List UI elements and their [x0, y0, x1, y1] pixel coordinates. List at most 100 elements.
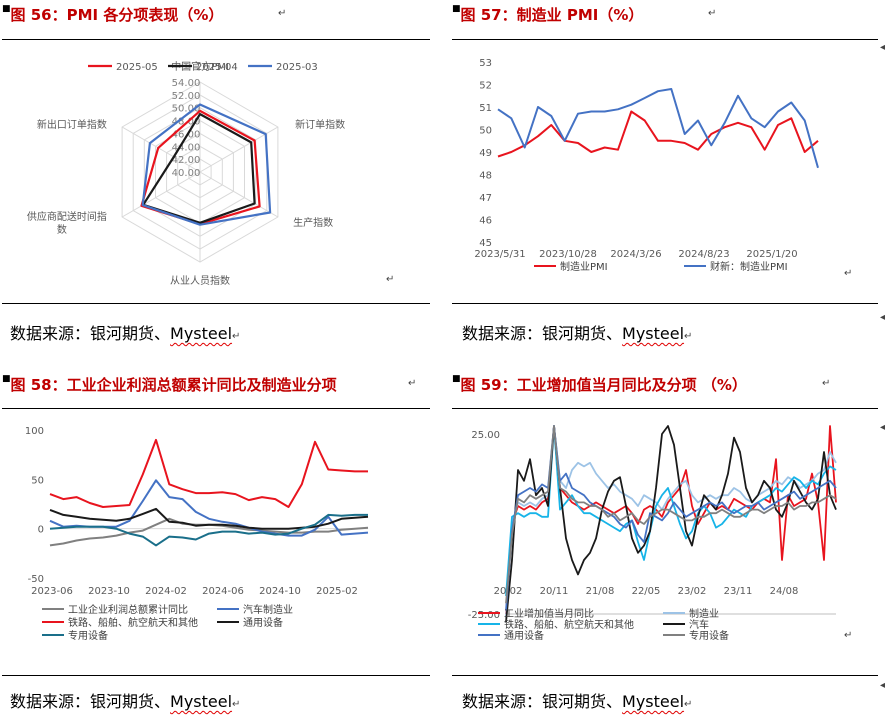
fig57-title: ■图 57：制造业 PMI（%）	[452, 4, 644, 24]
radar-spoke	[199, 171, 279, 218]
line-chart-manufacturing-pmi: 45 46 47 48 49 50 51 52 53 2023/5/31 2023/10/28 202…	[474, 58, 819, 273]
rule-bottom	[2, 675, 430, 676]
y-tick-label: 47	[479, 193, 492, 204]
fig56-title: ■图 56：PMI 各分项表现（%）	[2, 4, 224, 24]
y-tick-label: 50	[31, 475, 44, 486]
panel-fig58: ■图 58：工业企业利润总额累计同比及制造业分项 ↵ -50 0 50 100 2023…	[0, 368, 432, 717]
radar-spoke	[121, 171, 201, 218]
source-text: 数据来源：银河期货、	[10, 692, 171, 711]
x-tick-label: 2024/3/26	[610, 249, 661, 260]
return-mark: ↵	[232, 699, 241, 710]
source-note: 数据来源：银河期货、Mysteel↵	[462, 320, 692, 344]
return-mark: ↵	[844, 268, 853, 279]
source-note: 数据来源：银河期货、Mysteel↵	[10, 320, 240, 344]
legend-label: 通用设备	[504, 629, 544, 642]
y-tick-label: 45	[479, 238, 492, 249]
x-tick-label: 2024-02	[145, 586, 187, 597]
panel-fig57: ■图 57：制造业 PMI（%） ↵ 45 46 47 48 49 50 51 52 53 202…	[452, 0, 888, 355]
radar-axis-label-line: 数	[57, 223, 67, 236]
x-tick-label: 23/11	[724, 586, 753, 597]
x-tick-label: 21/08	[586, 586, 615, 597]
radar-tick-label: 40.00	[172, 168, 201, 179]
rule-top	[2, 39, 430, 40]
radar-spoke	[121, 126, 201, 173]
rule-bottom	[2, 303, 430, 304]
rule-top	[452, 39, 878, 40]
edge-marker: ◂	[880, 42, 886, 53]
series-line-专用设备	[505, 425, 837, 604]
x-tick-label: 2023/10/28	[539, 249, 597, 260]
legend-label: 制造业	[689, 607, 719, 620]
y-tick-label: 48	[479, 171, 492, 182]
return-mark: ↵	[844, 630, 853, 641]
source-brand: Mysteel	[170, 324, 233, 343]
radar-tick-label: 44.00	[172, 142, 201, 153]
radar-tick-label: 42.00	[172, 155, 201, 166]
radar-series-2025-04	[142, 112, 256, 224]
series-line-通用设备	[505, 425, 837, 611]
legend-label: 2025-05	[116, 62, 158, 73]
return-mark: ↵	[684, 699, 693, 710]
legend-label: 铁路、船舶、航空航天和其他	[504, 618, 634, 631]
y-tick-label: 46	[479, 216, 492, 227]
series-line-制造业PMI	[497, 110, 819, 158]
return-mark: ↵	[708, 8, 717, 19]
fig59-title: ■图 59：工业增加值当月同比及分项 （%）	[452, 374, 747, 394]
y-tick-label: 52	[479, 81, 492, 92]
source-note: 数据来源：银河期货、Mysteel↵	[462, 688, 692, 712]
panel-fig56: ■图 56：PMI 各分项表现（%） ↵ 54.00 52.00 50.00 48.0…	[0, 0, 432, 355]
bullet-square-icon: ■	[2, 4, 11, 14]
legend-label: 专用设备	[68, 629, 108, 642]
return-mark: ↵	[232, 331, 241, 342]
x-tick-label: 2023-10	[88, 586, 130, 597]
y-tick-label: 49	[479, 148, 492, 159]
y-tick-label: -50	[28, 574, 44, 585]
y-tick-label: 51	[479, 103, 492, 114]
return-mark: ↵	[684, 331, 693, 342]
legend-label: 2025-03	[276, 62, 318, 73]
rule-bottom	[452, 675, 878, 676]
x-tick-label: 2024-10	[259, 586, 301, 597]
edge-marker: ◂	[880, 312, 886, 323]
return-mark: ↵	[386, 274, 395, 285]
radar-tick-label: 54.00	[172, 78, 201, 89]
radar-axis-label: 生产指数	[293, 216, 333, 229]
line-chart-industrial-profit: -50 0 50 100 2023-06 2023-10 2024-02 2024-06 202…	[25, 426, 369, 642]
rule-top	[452, 408, 878, 409]
return-mark: ↵	[408, 378, 417, 389]
source-brand: Mysteel	[170, 692, 233, 711]
legend-label: 铁路、船舶、航空航天和其他	[68, 616, 198, 629]
legend-label: 2025-04	[196, 62, 238, 73]
radar-series-2025-03	[141, 103, 272, 226]
source-brand: Mysteel	[622, 324, 685, 343]
radar-axis-label: 供应商配送时间指数	[27, 210, 107, 236]
return-mark: ↵	[278, 8, 287, 19]
series-line-铁路、船舶、航空航天和其他	[49, 438, 368, 508]
rule-bottom	[452, 303, 878, 304]
x-tick-label: 2024/8/23	[678, 249, 729, 260]
y-tick-label: 0	[38, 525, 44, 536]
radar-axis-label: 新订单指数	[295, 118, 345, 131]
x-tick-label: 22/05	[632, 586, 661, 597]
radar-tick-label: 52.00	[172, 91, 201, 102]
bullet-square-icon: ■	[452, 4, 461, 14]
x-tick-label: 2023-06	[31, 586, 73, 597]
legend-label: 制造业PMI	[560, 260, 608, 273]
series-line-通用设备	[49, 507, 369, 530]
rule-top	[2, 408, 430, 409]
panel-fig59: ■图 59：工业增加值当月同比及分项 （%） ↵ 25.00 -25.00 20/0…	[452, 368, 888, 717]
return-mark: ↵	[822, 378, 831, 389]
series-line-汽车	[505, 425, 837, 623]
y-tick-label: 53	[479, 58, 492, 69]
source-note: 数据来源：银河期货、Mysteel↵	[10, 688, 240, 712]
series-line-专用设备	[49, 513, 368, 547]
y-tick-label: 50	[479, 126, 492, 137]
legend-label: 汽车	[689, 618, 709, 631]
y-tick-label: -25.00	[468, 610, 500, 621]
source-text: 数据来源：银河期货、	[10, 324, 171, 343]
legend-label: 通用设备	[243, 616, 283, 629]
series-line-工业企业利润总额累计同比	[49, 517, 369, 547]
legend-label: 工业企业利润总额累计同比	[68, 603, 188, 616]
radar-axis-label-line: 供应商配送时间指	[27, 210, 107, 223]
x-tick-label: 20/11	[540, 586, 569, 597]
